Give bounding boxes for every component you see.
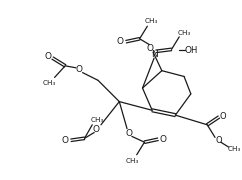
Text: O: O xyxy=(62,136,69,145)
Text: CH₃: CH₃ xyxy=(125,158,139,164)
Text: O: O xyxy=(159,135,166,144)
Text: O: O xyxy=(75,65,82,74)
Text: H: H xyxy=(190,46,197,55)
Text: CH₃: CH₃ xyxy=(144,18,158,24)
Text: O: O xyxy=(44,52,51,61)
Text: CH₃: CH₃ xyxy=(43,80,56,86)
Text: CH₃: CH₃ xyxy=(91,117,104,123)
Text: O: O xyxy=(147,44,154,53)
Text: O: O xyxy=(117,37,124,46)
Text: O: O xyxy=(184,46,191,55)
Text: N: N xyxy=(151,50,158,59)
Text: CH₃: CH₃ xyxy=(228,146,241,152)
Text: O: O xyxy=(125,129,132,138)
Text: O: O xyxy=(216,136,222,145)
Text: O: O xyxy=(219,112,226,121)
Text: O: O xyxy=(93,125,100,134)
Text: CH₃: CH₃ xyxy=(177,30,191,36)
